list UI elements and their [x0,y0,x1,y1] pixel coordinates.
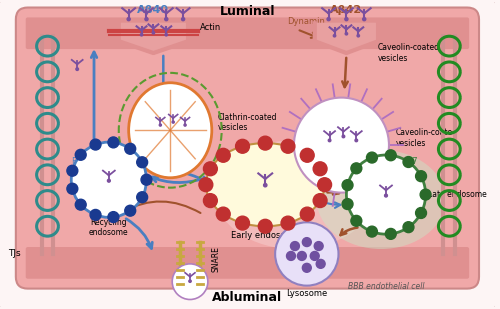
Circle shape [366,226,378,237]
Text: Dynamin: Dynamin [287,17,325,26]
Text: Caveolin-coated
vesicles: Caveolin-coated vesicles [396,129,458,148]
Circle shape [334,35,336,37]
Text: Caveolin-coated
vesicles: Caveolin-coated vesicles [378,43,440,63]
Circle shape [386,228,396,239]
Text: Aβ42: Aβ42 [330,5,362,15]
Text: Early endosome: Early endosome [232,231,299,240]
Circle shape [108,137,119,148]
Circle shape [351,163,362,174]
Text: Rab5: Rab5 [220,160,241,169]
Circle shape [182,18,184,21]
Circle shape [172,264,208,299]
Ellipse shape [216,140,374,249]
Circle shape [264,184,267,187]
Circle shape [189,280,191,282]
Text: Lysosome: Lysosome [286,289,328,298]
Circle shape [313,162,327,176]
Text: Recycling
endosome: Recycling endosome [89,218,128,237]
Text: Actin: Actin [200,23,221,32]
Circle shape [76,149,86,160]
Circle shape [313,194,327,208]
Circle shape [386,150,396,161]
Circle shape [327,18,330,21]
Text: BBB endothelial cell: BBB endothelial cell [348,282,424,291]
Circle shape [90,210,101,220]
Circle shape [416,171,426,182]
Text: Rab7: Rab7 [396,157,417,167]
Circle shape [164,18,168,21]
Ellipse shape [316,150,446,249]
Circle shape [300,207,314,221]
Text: Late endosome: Late endosome [428,190,486,199]
Circle shape [258,136,272,150]
Text: TJs: TJs [8,249,21,258]
Circle shape [281,139,295,153]
Circle shape [290,242,300,251]
Text: SNARE: SNARE [212,246,221,272]
Circle shape [342,199,353,210]
Circle shape [136,157,147,168]
FancyBboxPatch shape [26,247,469,279]
Circle shape [362,18,366,21]
Circle shape [314,242,323,251]
FancyBboxPatch shape [16,7,479,289]
Circle shape [90,139,101,150]
Circle shape [342,135,344,138]
Polygon shape [119,23,188,53]
Circle shape [302,238,312,247]
Circle shape [108,212,119,222]
Circle shape [416,208,426,218]
Circle shape [216,207,230,221]
Circle shape [127,18,130,21]
Circle shape [384,194,388,197]
Circle shape [145,18,148,21]
Circle shape [236,216,250,230]
Circle shape [199,178,213,192]
Text: Abluminal: Abluminal [212,291,282,304]
Circle shape [355,139,358,142]
Circle shape [140,34,142,36]
Circle shape [345,32,348,35]
Circle shape [281,216,295,230]
Circle shape [366,152,378,163]
Circle shape [172,121,174,123]
Circle shape [204,162,218,176]
Circle shape [275,222,338,286]
Circle shape [318,178,332,192]
Circle shape [346,155,426,234]
Circle shape [357,35,360,37]
Circle shape [300,148,314,162]
Text: Rab11: Rab11 [72,157,98,167]
Circle shape [125,143,136,154]
Ellipse shape [206,143,324,226]
Circle shape [204,194,218,208]
Circle shape [420,189,431,200]
Circle shape [298,252,306,260]
Ellipse shape [128,83,212,178]
Circle shape [351,215,362,226]
Circle shape [286,252,296,260]
Circle shape [342,180,353,191]
Circle shape [310,252,319,260]
Text: Clathrin-coated
vesicles: Clathrin-coated vesicles [218,113,277,132]
Text: Aβ40: Aβ40 [138,5,170,15]
Circle shape [67,165,78,176]
FancyBboxPatch shape [26,17,469,49]
Circle shape [403,157,414,167]
Circle shape [125,205,136,216]
Circle shape [316,260,325,268]
Circle shape [216,148,230,162]
Circle shape [258,219,272,233]
Circle shape [345,18,348,21]
Circle shape [141,174,152,185]
Circle shape [165,34,168,36]
Circle shape [136,192,147,203]
Circle shape [160,124,162,126]
Circle shape [302,263,312,272]
Circle shape [76,199,86,210]
Circle shape [67,183,78,194]
Circle shape [152,32,154,34]
Text: Luminal: Luminal [220,5,275,18]
Circle shape [294,98,389,193]
